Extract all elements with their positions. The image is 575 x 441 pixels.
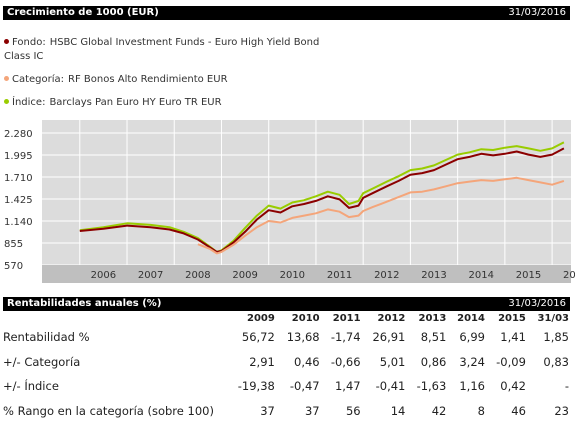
table-cell: 42 bbox=[431, 403, 447, 418]
fund-bullet-icon bbox=[4, 39, 9, 44]
table-cell: 3,24 bbox=[459, 354, 485, 369]
legend-index: Índice: Barclays Pan Euro HY Euro TR EUR bbox=[4, 96, 222, 110]
legend-fund-name-line2: Class IC bbox=[4, 51, 44, 62]
y-tick-label: 1.425 bbox=[4, 195, 33, 206]
legend-index-name: Barclays Pan Euro HY Euro TR EUR bbox=[49, 97, 222, 108]
returns-body: Rentabilidad % 56,72 13,68 -1,74 26,91 8,51 6,… bbox=[3, 325, 571, 423]
column-header: 2014 bbox=[457, 312, 485, 324]
table-row: +/- Categoría 2,91 0,46 -0,66 5,01 0,86 3,24 -0… bbox=[3, 350, 571, 375]
index-bullet-icon bbox=[4, 99, 9, 104]
y-tick-label: 1.995 bbox=[4, 151, 33, 162]
series-line-fondo bbox=[79, 147, 565, 253]
x-tick-label: 2015 bbox=[516, 270, 541, 281]
table-cell: 5,01 bbox=[379, 354, 406, 369]
column-header: 2013 bbox=[418, 312, 447, 324]
y-tick-label: 2.280 bbox=[4, 129, 33, 140]
header-blank bbox=[3, 311, 227, 325]
table-cell: 8 bbox=[477, 403, 485, 418]
table-cell: 37 bbox=[260, 403, 275, 418]
column-header: 2015 bbox=[498, 312, 526, 324]
table-cell: 56,72 bbox=[241, 330, 275, 345]
x-tick-label: 2011 bbox=[327, 270, 352, 281]
table-cell: 1,47 bbox=[334, 379, 361, 394]
row-label: +/- Categoría bbox=[3, 354, 81, 369]
table-cell: -1,63 bbox=[416, 379, 447, 394]
table-row: +/- Índice -19,38 -0,47 1,47 -0,41 -1,63 1,16 0… bbox=[3, 374, 571, 399]
column-header: 2012 bbox=[377, 312, 406, 324]
growth-title-bar: Crecimiento de 1000 (EUR) 31/03/2016 bbox=[3, 6, 570, 20]
table-cell: 1,16 bbox=[459, 379, 485, 394]
legend-category: Categoría: RF Bonos Alto Rendimiento EUR bbox=[4, 73, 228, 87]
table-cell: 8,51 bbox=[420, 330, 447, 345]
table-row: % Rango en la categoría (sobre 100) 37 37 5… bbox=[3, 399, 571, 424]
table-cell: 0,46 bbox=[294, 354, 320, 369]
returns-title-bar: Rentabilidades anuales (%) 31/03/2016 bbox=[3, 297, 570, 311]
row-label: Rentabilidad % bbox=[3, 330, 90, 345]
growth-chart: 2.280 1.995 1.710 1.425 1.140 855 570 2006 2007 2… bbox=[4, 120, 575, 283]
table-cell: 1,41 bbox=[500, 330, 526, 345]
category-bullet-icon bbox=[4, 76, 9, 81]
y-tick-label: 1.710 bbox=[4, 173, 33, 184]
series-line-categora bbox=[197, 176, 565, 255]
table-cell: 6,99 bbox=[459, 330, 485, 345]
returns-table: 2009 2010 2011 2012 2013 2014 2015 31/03 Rentab… bbox=[3, 311, 571, 423]
table-cell: -1,74 bbox=[330, 330, 361, 345]
legend-fund-name: HSBC Global Investment Funds - Euro High… bbox=[49, 37, 320, 48]
y-tick-label: 570 bbox=[4, 261, 23, 272]
x-tick-label: 2007 bbox=[138, 270, 163, 281]
table-cell: -0,09 bbox=[496, 354, 526, 369]
plot-background bbox=[42, 120, 571, 266]
x-tick-label: 2008 bbox=[185, 270, 210, 281]
row-label: +/- Índice bbox=[3, 379, 59, 394]
table-cell: 23 bbox=[554, 403, 569, 418]
table-cell: 0,83 bbox=[543, 354, 569, 369]
x-tick-label: 2016 bbox=[563, 270, 575, 281]
column-header: 31/03 bbox=[537, 312, 569, 324]
table-cell: - bbox=[564, 379, 569, 394]
legend-category-label: Categoría: bbox=[12, 74, 65, 85]
legend-fund: Fondo: HSBC Global Investment Funds - Eur… bbox=[4, 36, 319, 64]
y-tick-label: 855 bbox=[4, 239, 23, 250]
table-cell: 0,86 bbox=[420, 354, 447, 369]
legend-category-name: RF Bonos Alto Rendimiento EUR bbox=[68, 74, 228, 85]
column-header: 2010 bbox=[291, 312, 320, 324]
growth-title: Crecimiento de 1000 (EUR) bbox=[7, 7, 159, 18]
row-label: % Rango en la categoría (sobre 100) bbox=[3, 403, 214, 418]
table-cell: 0,42 bbox=[500, 379, 526, 394]
x-axis-band bbox=[42, 265, 571, 283]
table-row: Rentabilidad % 56,72 13,68 -1,74 26,91 8,51 6,… bbox=[3, 325, 571, 350]
returns-header-row: 2009 2010 2011 2012 2013 2014 2015 31/03 bbox=[3, 311, 571, 325]
table-cell: 13,68 bbox=[286, 330, 320, 345]
table-cell: -19,38 bbox=[237, 379, 275, 394]
table-cell: 46 bbox=[511, 403, 526, 418]
x-tick-label: 2012 bbox=[374, 270, 399, 281]
x-tick-label: 2014 bbox=[469, 270, 494, 281]
table-cell: 37 bbox=[304, 403, 320, 418]
y-tick-label: 1.140 bbox=[4, 217, 33, 228]
table-cell: 26,91 bbox=[372, 330, 406, 345]
column-header: 2011 bbox=[332, 312, 361, 324]
table-cell: 2,91 bbox=[249, 354, 275, 369]
returns-date: 31/03/2016 bbox=[508, 298, 566, 309]
table-cell: -0,66 bbox=[330, 354, 361, 369]
x-tick-label: 2006 bbox=[91, 270, 116, 281]
returns-title: Rentabilidades anuales (%) bbox=[7, 298, 162, 309]
x-tick-label: 2009 bbox=[232, 270, 257, 281]
table-cell: -0,41 bbox=[375, 379, 406, 394]
legend-index-label: Índice: bbox=[12, 97, 46, 108]
table-cell: -0,47 bbox=[289, 379, 320, 394]
legend-fund-label: Fondo: bbox=[12, 37, 46, 48]
x-tick-label: 2010 bbox=[280, 270, 305, 281]
column-header: 2009 bbox=[246, 312, 275, 324]
table-cell: 1,85 bbox=[543, 330, 569, 345]
table-cell: 56 bbox=[345, 403, 361, 418]
growth-date: 31/03/2016 bbox=[508, 7, 566, 18]
table-cell: 14 bbox=[390, 403, 406, 418]
x-tick-label: 2013 bbox=[421, 270, 446, 281]
